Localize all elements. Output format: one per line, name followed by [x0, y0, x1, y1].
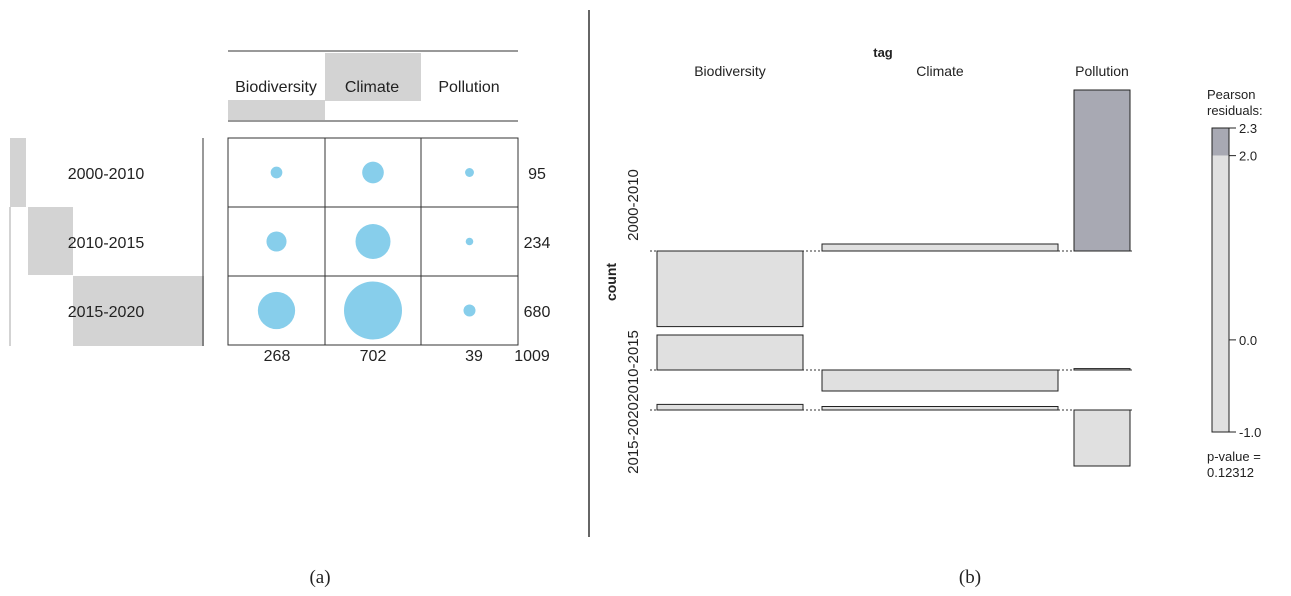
legend-title-line2: residuals: — [1207, 103, 1263, 118]
col-header-climate: Climate — [345, 79, 399, 96]
row-total-2000-2010: 95 — [528, 166, 546, 183]
row-label-2015-2020: 2015-2020 — [625, 402, 642, 474]
balloon-2010-2015-climate — [355, 224, 391, 259]
balloon-2015-2020-biodiversity — [257, 291, 296, 330]
legend-tick-label-0.0: 0.0 — [1239, 333, 1257, 348]
col-header-pollution: Pollution — [438, 79, 499, 96]
residual-bar-2000-2010-pollution — [1073, 89, 1131, 252]
pvalue-line1: p-value = — [1207, 449, 1261, 464]
balloon-2000-2010-pollution — [465, 168, 474, 177]
pvalue-line2: 0.12312 — [1207, 465, 1254, 480]
row-shade-2015-2020 — [73, 276, 204, 346]
col-total-biodiversity: 268 — [264, 348, 291, 365]
row-total-2010-2015: 234 — [524, 235, 551, 252]
row-header-2000-2010: 2000-2010 — [68, 166, 145, 183]
col-shade-biodiversity — [228, 100, 325, 120]
row-shade-2010-2015 — [28, 207, 73, 275]
balloon-2000-2010-biodiversity — [270, 166, 283, 179]
legend-tick-label-2.0: 2.0 — [1239, 149, 1257, 164]
col-shade-climate — [325, 53, 421, 101]
legend-segment-normal — [1212, 155, 1229, 433]
row-label-2010-2015: 2010-2015 — [625, 330, 642, 402]
col-label-climate: Climate — [916, 63, 964, 79]
balloon-2015-2020-climate — [344, 281, 402, 340]
residual-bar-2015-2020-pollution — [1073, 409, 1131, 467]
col-total-pollution: 39 — [465, 348, 483, 365]
row-shade-2000-2010 — [10, 138, 26, 207]
caption-b: (b) — [959, 567, 981, 588]
legend-color-bar: 2.3 2.0 0.0 -1.0 — [1211, 121, 1261, 440]
balloon-layer — [257, 161, 476, 340]
residual-bar-2015-2020-climate — [821, 406, 1059, 411]
col-label-pollution: Pollution — [1075, 63, 1129, 79]
residual-bar-2015-2020-biodiversity — [656, 403, 804, 411]
legend-tick-label-2.3: 2.3 — [1239, 121, 1257, 136]
row-header-2010-2015: 2010-2015 — [68, 235, 145, 252]
caption-a: (a) — [309, 567, 330, 588]
residual-bar-2010-2015-biodiversity — [656, 334, 804, 371]
residual-bar-2010-2015-climate — [821, 369, 1059, 392]
balloon-2000-2010-climate — [362, 161, 384, 184]
legend-tick-label--1.0: -1.0 — [1239, 425, 1261, 440]
residual-bar-2000-2010-biodiversity — [656, 250, 804, 328]
balloon-plot-panel: Biodiversity Climate Pollution 2000-2010… — [9, 50, 551, 588]
residual-bar-layer — [656, 89, 1131, 467]
plot-title: tag — [873, 45, 893, 60]
legend-title-line1: Pearson — [1207, 87, 1255, 102]
col-total-climate: 702 — [360, 348, 387, 365]
legend-frame — [1211, 127, 1230, 433]
balloon-2010-2015-pollution — [465, 237, 474, 246]
grand-total: 1009 — [514, 348, 550, 365]
balloon-2015-2020-pollution — [463, 304, 476, 317]
y-axis-label: count — [603, 263, 619, 301]
association-plot-panel: tag Biodiversity Climate Pollution count… — [603, 45, 1263, 588]
col-label-biodiversity: Biodiversity — [694, 63, 766, 79]
residual-bar-2010-2015-pollution — [1073, 368, 1131, 371]
row-label-2000-2010: 2000-2010 — [625, 169, 642, 241]
row-header-2015-2020: 2015-2020 — [68, 304, 145, 321]
row-total-2015-2020: 680 — [524, 304, 551, 321]
residual-bar-2000-2010-climate — [821, 243, 1059, 252]
balloon-2010-2015-biodiversity — [266, 231, 287, 252]
col-header-biodiversity: Biodiversity — [235, 79, 317, 96]
balloon-grid-frame — [227, 137, 519, 346]
legend-segment-significant — [1212, 128, 1229, 156]
